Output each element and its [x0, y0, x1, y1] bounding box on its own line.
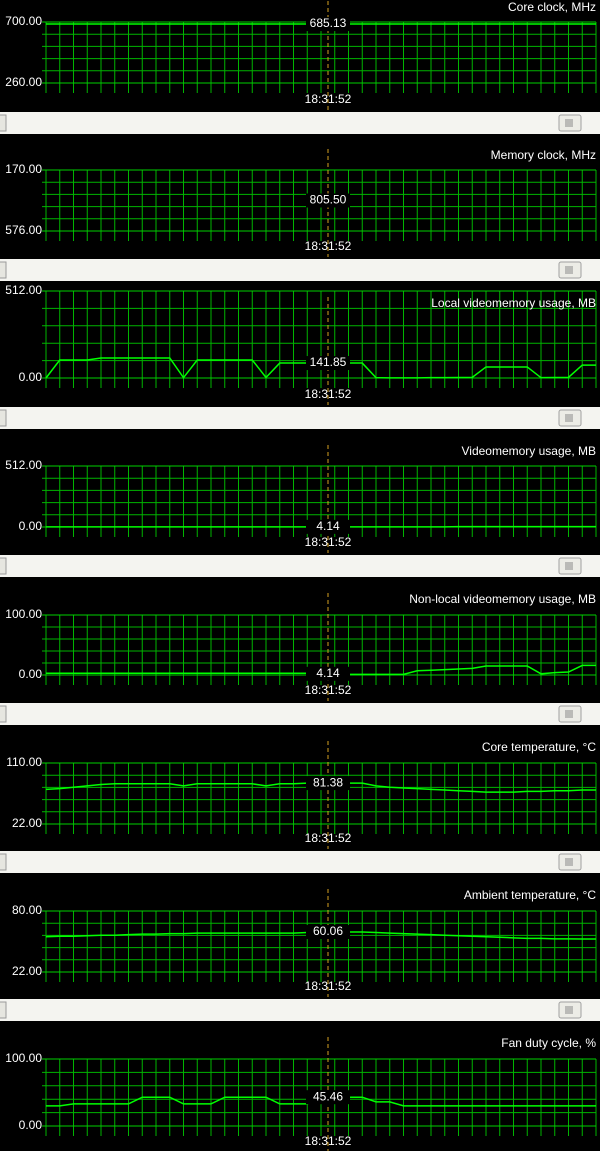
value-readout: 81.38 [313, 775, 343, 789]
graph-panel: 22.00 80.00 Ambient temperature, °C 60.06 18… [0, 888, 600, 1021]
graph-panel: 0.00 512.00 Local videomemory usage, MB 141… [0, 283, 600, 429]
y-tick-label: 80.00 [12, 903, 42, 917]
graph-title: Memory clock, MHz [491, 148, 596, 162]
graph-title: Videomemory usage, MB [461, 444, 596, 458]
scroll-arrow [0, 705, 7, 723]
y-tick-label: 576.00 [5, 223, 42, 237]
y-tick-label: 100.00 [5, 1051, 42, 1065]
value-readout: 685.13 [310, 16, 347, 30]
scroll-arrow [0, 557, 7, 575]
scroll-arrow [0, 853, 7, 871]
readout-bg [306, 356, 350, 371]
graph-title: Ambient temperature, °C [464, 888, 597, 902]
time-label: 18:31:52 [305, 92, 352, 106]
graph-panel: 0.00 512.00 Videomemory usage, MB 4.14 18:31… [0, 444, 600, 577]
time-label: 18:31:52 [305, 239, 352, 253]
readout-bg [306, 776, 350, 791]
y-tick-label: 22.00 [12, 816, 42, 830]
graph-title: Local videomemory usage, MB [431, 296, 596, 310]
scrollbar [0, 999, 600, 1021]
time-label: 18:31:52 [305, 683, 352, 697]
readout-bg [306, 519, 350, 534]
time-label: 18:31:52 [305, 1134, 352, 1148]
y-tick-label: 512.00 [5, 283, 42, 297]
y-tick-label: 22.00 [12, 964, 42, 978]
scroll-arrow [0, 1001, 7, 1019]
y-tick-label: 260.00 [5, 75, 42, 89]
y-tick-label: 0.00 [19, 667, 43, 681]
time-label: 18:31:52 [305, 535, 352, 549]
scrollbar [0, 555, 600, 577]
readout-bg [306, 193, 350, 208]
readout-bg [306, 17, 350, 32]
value-readout: 4.14 [316, 666, 340, 680]
time-label: 18:31:52 [305, 979, 352, 993]
y-tick-label: 170.00 [5, 162, 42, 176]
graph-panel: 260.00 700.00 Core clock, MHz 685.13 18:31:5… [0, 0, 600, 134]
time-label: 18:31:52 [305, 387, 352, 401]
graph-panel: 22.00 110.00 Core temperature, °C 81.38 18:3… [0, 740, 600, 873]
value-readout: 4.14 [316, 519, 340, 533]
y-tick-label: 512.00 [5, 458, 42, 472]
scrollbar [0, 851, 600, 873]
scrollbar [0, 703, 600, 725]
y-tick-label: 0.00 [19, 519, 43, 533]
y-tick-label: 110.00 [6, 755, 42, 769]
graph-title: Non-local videomemory usage, MB [409, 592, 596, 606]
scroll-arrow [0, 261, 7, 279]
scrollbar [0, 407, 600, 429]
readout-bg [306, 666, 350, 681]
y-tick-label: 100.00 [5, 607, 42, 621]
readout-bg [306, 1090, 350, 1105]
y-tick-label: 0.00 [19, 370, 43, 384]
y-tick-label: 700.00 [5, 14, 42, 28]
graph-title: Fan duty cycle, % [501, 1036, 596, 1050]
y-tick-label: 0.00 [19, 1118, 43, 1132]
readout-bg [306, 925, 350, 940]
scroll-arrow [0, 409, 7, 427]
scrollbar [0, 112, 600, 134]
scrollbar [0, 259, 600, 281]
graph-panel: 576.00 170.00 Memory clock, MHz 805.50 18:31… [0, 148, 600, 281]
graph-title: Core temperature, °C [482, 740, 597, 754]
value-readout: 805.50 [310, 193, 347, 207]
graph-panel: 0.00 100.00 Non-local videomemory usage, M… [0, 592, 600, 725]
graph-title: Core clock, MHz [508, 0, 596, 14]
time-label: 18:31:52 [305, 831, 352, 845]
scroll-arrow [0, 114, 7, 132]
value-readout: 45.46 [313, 1089, 343, 1103]
graph-panel: 0.00 100.00 Fan duty cycle, % 45.46 18:31:52 [5, 1036, 597, 1151]
value-readout: 141.85 [310, 355, 347, 369]
value-readout: 60.06 [313, 924, 343, 938]
